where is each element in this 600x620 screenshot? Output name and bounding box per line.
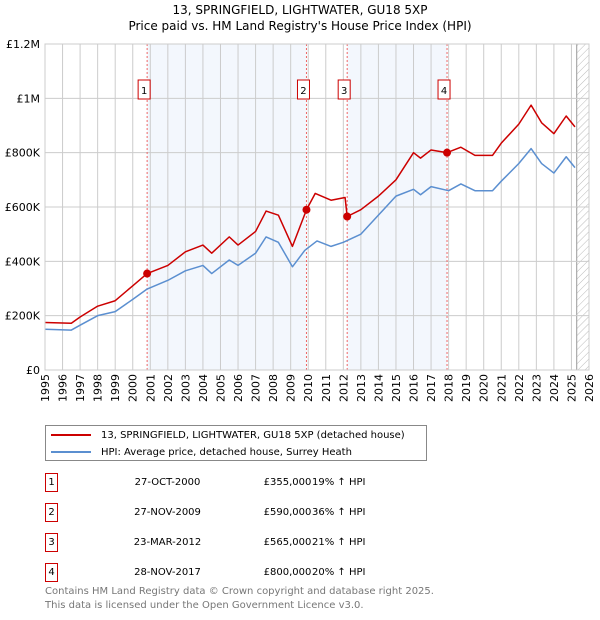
sale-date: 23-MAR-2012: [133, 537, 202, 548]
x-tick-label: 2014: [372, 374, 385, 402]
sale-row: 3 23-MAR-2012 £565,000 21% ↑ HPI: [45, 533, 465, 553]
x-tick-label: 2012: [337, 374, 350, 402]
y-tick-label: £800K: [5, 147, 41, 160]
x-tick-label: 2004: [197, 374, 210, 402]
sale-label: 2: [300, 86, 306, 97]
x-tick-label: 2006: [232, 374, 245, 402]
sale-point: [343, 212, 352, 221]
y-tick-label: £400K: [5, 255, 41, 268]
x-tick-label: 2026: [583, 374, 596, 402]
sale-label: 3: [341, 86, 347, 97]
sale-hpi-diff: 20% ↑ HPI: [312, 567, 366, 578]
footer-licence: This data is licensed under the Open Gov…: [45, 600, 364, 611]
x-tick-label: 2001: [144, 374, 157, 402]
sale-price: £355,000: [263, 477, 312, 488]
x-tick-label: 2019: [460, 374, 473, 402]
sale-label-box: [437, 79, 451, 100]
plot-border: [44, 43, 590, 371]
x-tick-label: 2010: [302, 374, 315, 402]
y-tick-label: £1M: [17, 92, 41, 105]
x-tick-label: 2005: [214, 374, 227, 402]
sale-label-box: [337, 79, 351, 100]
sale-price: £590,000: [263, 507, 312, 518]
y-tick-label: £600K: [5, 201, 41, 214]
x-tick-label: 1997: [74, 374, 87, 402]
sale-row: 4 28-NOV-2017 £800,000 20% ↑ HPI: [45, 563, 465, 583]
sale-label-box: [137, 79, 151, 100]
x-tick-label: 2009: [285, 374, 298, 402]
y-tick-label: £200K: [5, 310, 41, 323]
x-tick-label: 2022: [513, 374, 526, 402]
x-tick-label: 2003: [179, 374, 192, 402]
legend-swatch-hpi: [51, 451, 91, 453]
y-tick-label: £1.2M: [6, 38, 40, 51]
x-tick-label: 2011: [320, 374, 333, 402]
x-tick-label: 2000: [127, 374, 140, 402]
x-tick-label: 2025: [565, 374, 578, 402]
chart-title: 13, SPRINGFIELD, LIGHTWATER, GU18 5XP: [172, 3, 428, 17]
x-tick-label: 1998: [92, 374, 105, 402]
sale-number-badge: 2: [45, 503, 58, 522]
x-tick-label: 1996: [57, 374, 70, 402]
x-tick-label: 2013: [355, 374, 368, 402]
legend-label-property: 13, SPRINGFIELD, LIGHTWATER, GU18 5XP (d…: [101, 429, 405, 441]
sale-hpi-diff: 21% ↑ HPI: [312, 537, 366, 548]
price-chart: 1995 1996 1997 1998 1999 2000 2001 2002 2003 2004…: [5, 38, 596, 402]
x-tick-label: 2018: [443, 374, 456, 402]
sale-label-box: [296, 79, 310, 100]
sale-number-badge: 3: [45, 533, 58, 552]
x-tick-label: 1995: [39, 374, 52, 402]
legend-swatch-property: [51, 434, 91, 436]
sale-hpi-diff: 19% ↑ HPI: [312, 477, 366, 488]
sale-price: £800,000: [263, 567, 312, 578]
sale-row: 1 27-OCT-2000 £355,000 19% ↑ HPI: [45, 473, 465, 493]
sale-point: [143, 269, 152, 278]
sale-label: 1: [141, 86, 147, 97]
footer-copyright: Contains HM Land Registry data © Crown c…: [45, 586, 434, 597]
x-tick-label: 2017: [425, 374, 438, 402]
x-tick-label: 2021: [495, 374, 508, 402]
legend-label-hpi: HPI: Average price, detached house, Surr…: [101, 446, 352, 458]
property-series-line: [44, 104, 576, 325]
x-tick-label: 2020: [478, 374, 491, 402]
sale-point: [443, 148, 452, 157]
hpi-series-line: [44, 147, 576, 331]
x-tick-label: 2015: [390, 374, 403, 402]
x-tick-label: 2024: [548, 374, 561, 402]
x-tick-label: 1999: [109, 374, 122, 402]
sale-hpi-diff: 36% ↑ HPI: [312, 507, 366, 518]
chart-subtitle: Price paid vs. HM Land Registry's House …: [128, 19, 472, 33]
x-tick-label: 2008: [267, 374, 280, 402]
sale-number-badge: 4: [45, 563, 58, 582]
x-tick-label: 2023: [530, 374, 543, 402]
legend: 13, SPRINGFIELD, LIGHTWATER, GU18 5XP (d…: [45, 425, 427, 461]
sale-date: 27-OCT-2000: [134, 477, 201, 488]
x-tick-label: 2007: [250, 374, 263, 402]
sale-date: 27-NOV-2009: [134, 507, 201, 518]
sale-label: 4: [441, 86, 447, 97]
y-tick-label: £0: [26, 364, 40, 377]
sale-price: £565,000: [263, 537, 312, 548]
x-tick-label: 2002: [162, 374, 175, 402]
sale-date: 28-NOV-2017: [134, 567, 201, 578]
sale-row: 2 27-NOV-2009 £590,000 36% ↑ HPI: [45, 503, 465, 523]
sale-point: [302, 205, 311, 214]
sale-number-badge: 1: [45, 473, 58, 492]
x-tick-label: 2016: [408, 374, 421, 402]
